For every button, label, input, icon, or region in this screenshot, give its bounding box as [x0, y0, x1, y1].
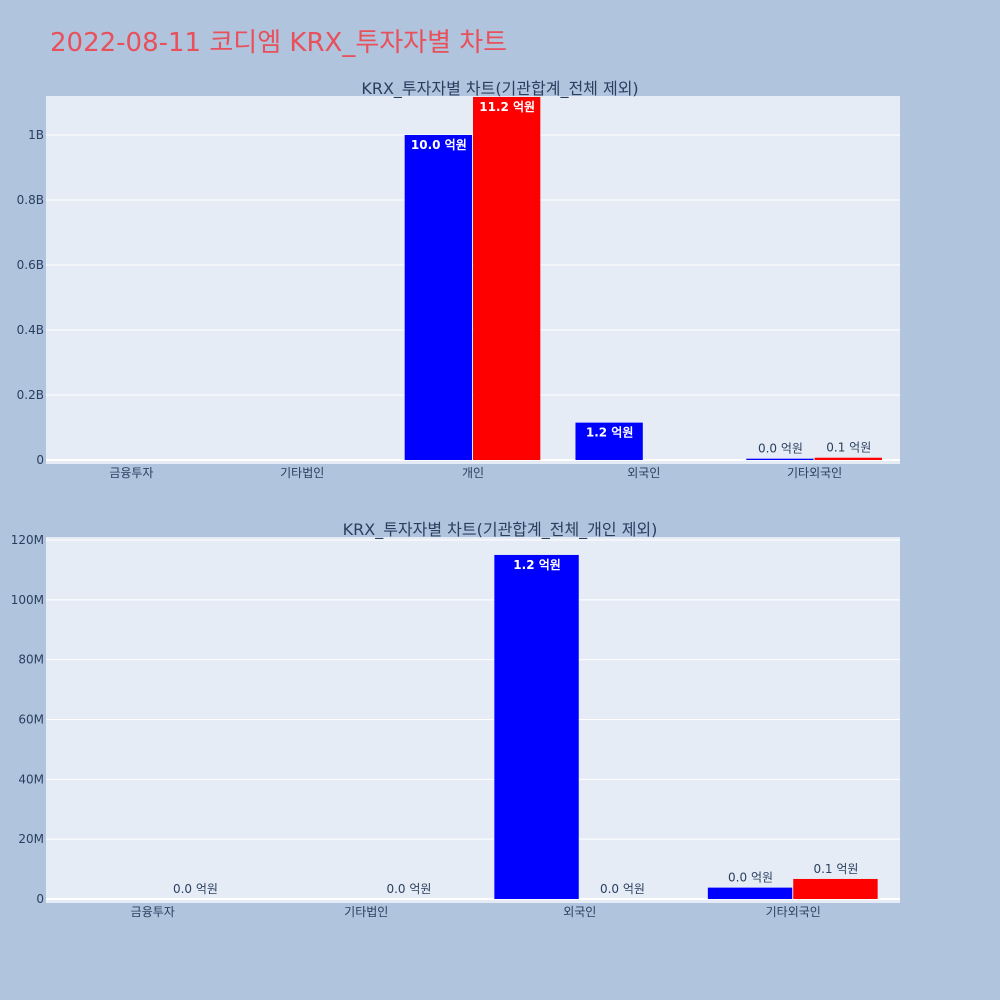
bar-data-label: 0.0 억원: [173, 882, 218, 896]
bar-data-label: 10.0 억원: [411, 138, 467, 152]
y-tick-label: 40M: [18, 772, 44, 786]
y-tick-label: 0: [36, 453, 44, 467]
bar-data-label: 1.2 억원: [513, 558, 561, 572]
y-tick-label: 0.2B: [17, 388, 44, 402]
bar-data-label: 0.1 억원: [826, 441, 871, 455]
x-tick-label: 기타법인: [280, 466, 324, 480]
y-tick-label: 100M: [11, 593, 44, 607]
bar-data-label: 0.0 억원: [386, 882, 431, 896]
y-tick-label: 60M: [18, 712, 44, 726]
x-tick-label: 개인: [462, 466, 484, 480]
y-tick-label: 20M: [18, 832, 44, 846]
y-tick-label: 0: [36, 892, 44, 906]
y-tick-label: 120M: [11, 533, 44, 547]
bar: [494, 554, 579, 899]
bar-data-label: 0.0 억원: [758, 442, 803, 456]
x-tick-label: 금융투자: [131, 905, 175, 919]
x-tick-label: 기타외국인: [787, 466, 842, 480]
bar: [404, 135, 472, 460]
chart-title: KRX_투자자별 차트(기관합계_전체_개인 제외): [343, 520, 658, 540]
x-tick-label: 기타법인: [344, 905, 388, 919]
x-tick-label: 외국인: [563, 905, 596, 919]
bar: [575, 422, 643, 460]
bar: [746, 458, 814, 460]
bar-data-label: 0.0 억원: [600, 882, 645, 896]
bar: [473, 96, 541, 460]
bar-data-label: 0.1 억원: [813, 862, 858, 876]
bar-data-label: 1.2 억원: [586, 426, 634, 440]
bar: [814, 457, 882, 460]
y-tick-label: 0.4B: [17, 323, 44, 337]
bar: [793, 878, 878, 899]
bar-data-label: 11.2 억원: [479, 100, 535, 114]
x-tick-label: 기타외국인: [766, 905, 821, 919]
bar-data-label: 0.0 억원: [728, 871, 773, 885]
x-tick-label: 금융투자: [109, 466, 153, 480]
y-tick-label: 1B: [28, 128, 44, 142]
chart-2: KRX_투자자별 차트(기관합계_전체_개인 제외) 0 20M 40M 60M 80M 1…: [11, 520, 900, 919]
plot-area: [46, 537, 900, 903]
y-tick-label: 80M: [18, 653, 44, 667]
chart-title: KRX_투자자별 차트(기관합계_전체 제외): [361, 79, 638, 99]
bar: [707, 887, 793, 899]
x-tick-label: 외국인: [627, 466, 660, 480]
page-title: 2022-08-11 코디엠 KRX_투자자별 차트: [50, 28, 508, 58]
y-tick-label: 0.8B: [17, 193, 44, 207]
chart-1: KRX_투자자별 차트(기관합계_전체 제외) 0 0.2B 0.4B 0.6B 0.8B…: [17, 79, 900, 480]
y-tick-label: 0.6B: [17, 258, 44, 272]
